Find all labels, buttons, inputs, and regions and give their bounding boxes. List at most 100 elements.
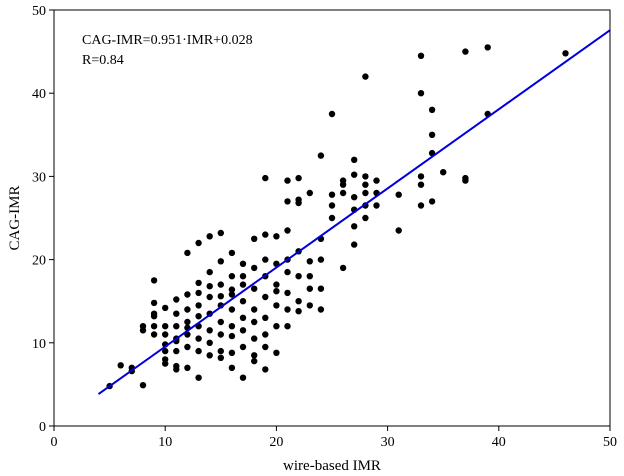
data-point [362, 181, 369, 188]
data-point [262, 366, 269, 373]
data-point [173, 366, 180, 373]
data-point [295, 298, 302, 305]
data-point [373, 202, 380, 209]
data-point [273, 302, 280, 309]
data-point [462, 177, 469, 184]
data-point [217, 258, 224, 265]
data-point [173, 310, 180, 317]
data-point [184, 306, 191, 313]
data-point [339, 181, 347, 188]
x-tick-label: 50 [603, 435, 617, 450]
data-point [206, 283, 213, 290]
data-point [284, 227, 291, 234]
data-point [228, 291, 236, 298]
data-point [317, 256, 325, 263]
y-tick-label: 50 [32, 4, 46, 19]
data-point [306, 285, 313, 292]
data-point [284, 323, 291, 330]
data-point [417, 173, 425, 180]
data-point [184, 291, 191, 298]
data-point [206, 327, 213, 334]
x-tick-label: 40 [492, 435, 506, 450]
data-point [184, 343, 191, 351]
data-point [162, 331, 169, 338]
data-point [228, 249, 236, 257]
data-point [117, 362, 124, 369]
data-point [262, 314, 269, 321]
data-point [251, 235, 258, 242]
data-point [262, 331, 269, 338]
data-point [273, 288, 280, 295]
data-point [484, 44, 491, 51]
data-point [217, 318, 224, 326]
y-tick-label: 10 [32, 337, 46, 352]
data-point [273, 349, 280, 356]
plot-frame [53, 9, 611, 427]
data-point [162, 323, 169, 330]
data-point [139, 323, 147, 330]
data-point [206, 339, 213, 346]
x-tick-label: 0 [51, 435, 58, 450]
annotation-r-value: R=0.84 [82, 53, 124, 68]
data-point [440, 169, 447, 176]
data-point [195, 313, 202, 320]
x-tick-label: 20 [269, 435, 283, 450]
data-point [328, 191, 336, 198]
data-point [217, 347, 224, 355]
data-point [251, 285, 258, 292]
data-point [417, 181, 425, 188]
data-point [362, 214, 369, 222]
data-point [284, 306, 291, 313]
data-point [395, 191, 402, 198]
data-point [373, 177, 380, 184]
data-point [173, 347, 180, 355]
data-point [417, 90, 425, 97]
data-point [195, 289, 202, 297]
data-point [217, 229, 224, 237]
data-point [262, 293, 269, 301]
data-point [239, 281, 247, 288]
data-point [317, 285, 325, 292]
data-points [106, 44, 569, 390]
y-tick-label: 30 [32, 170, 46, 185]
data-point [273, 323, 280, 330]
data-point [150, 331, 158, 338]
data-point [295, 308, 302, 315]
data-point [251, 306, 258, 313]
data-point [417, 52, 425, 59]
data-point [351, 223, 358, 230]
data-point [173, 296, 180, 303]
y-tick-label: 0 [39, 420, 46, 435]
data-point [428, 131, 436, 138]
data-point [150, 313, 158, 320]
data-point [217, 331, 224, 338]
data-point [239, 260, 247, 267]
data-point [328, 110, 336, 118]
data-point [184, 318, 191, 326]
data-point [395, 227, 402, 234]
data-point [217, 281, 224, 288]
data-point [150, 299, 158, 307]
data-point [206, 233, 213, 240]
data-point [206, 268, 213, 276]
y-axis-ticks: 0 10 20 30 40 50 [32, 4, 54, 435]
data-point [251, 335, 258, 342]
y-axis-label: CAG-IMR [7, 185, 23, 250]
data-point [351, 241, 358, 248]
data-point [162, 347, 169, 355]
data-point [328, 202, 336, 209]
data-point [262, 256, 269, 263]
data-point [262, 231, 269, 238]
y-tick-label: 20 [32, 254, 46, 269]
x-axis-ticks: 0 10 20 30 40 50 [51, 426, 617, 450]
data-point [351, 194, 358, 201]
data-point [195, 347, 202, 355]
data-point [162, 304, 169, 312]
data-point [362, 173, 369, 180]
data-point [162, 356, 169, 363]
data-point [328, 214, 336, 222]
data-point [228, 286, 236, 293]
data-point [351, 156, 358, 163]
data-point [339, 264, 347, 272]
